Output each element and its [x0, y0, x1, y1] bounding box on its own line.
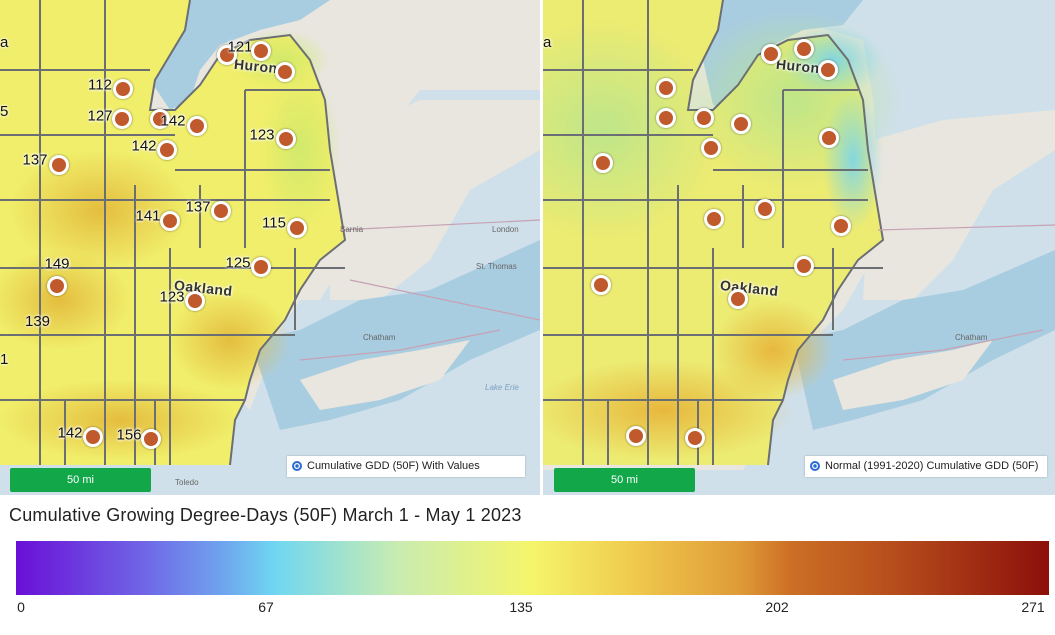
station-value: 125 — [225, 254, 251, 272]
radio-selected-icon[interactable] — [292, 461, 302, 472]
color-scale-bar — [16, 541, 1049, 595]
map-panel-current[interactable]: a 5 139 1 Huron Oakland London St. Thoma… — [0, 0, 540, 495]
layer-legend-normal[interactable]: Normal (1991-2020) Cumulative GDD (50F) — [805, 456, 1047, 477]
station-marker[interactable] — [160, 211, 180, 231]
map-canvas-normal — [543, 0, 1055, 495]
station-marker[interactable] — [275, 62, 295, 82]
edge-label-139: 139 — [25, 313, 51, 330]
edge-label-a: a — [0, 34, 9, 51]
station-marker[interactable] — [728, 289, 748, 309]
station-marker[interactable] — [187, 116, 207, 136]
radio-selected-icon[interactable] — [810, 461, 820, 472]
station-marker[interactable] — [112, 109, 132, 129]
color-scale-tick: 202 — [765, 599, 789, 615]
station-value: 115 — [262, 214, 286, 232]
layer-legend-label: Cumulative GDD (50F) With Values — [307, 460, 480, 472]
layer-legend-label: Normal (1991-2020) Cumulative GDD (50F) — [825, 460, 1039, 472]
station-marker[interactable] — [656, 108, 676, 128]
map-panel-normal[interactable]: a Huron Oakland Chatham 50 mi Normal (19… — [543, 0, 1055, 495]
station-value: 112 — [88, 76, 112, 94]
station-marker[interactable] — [694, 108, 714, 128]
city-label-sarnia: Sarnia — [340, 225, 364, 234]
color-scale-tick: 0 — [17, 599, 25, 615]
city-label-toledo: Toledo — [175, 478, 199, 487]
station-marker[interactable] — [287, 218, 307, 238]
station-marker[interactable] — [185, 291, 205, 311]
color-scale-tick: 67 — [258, 599, 274, 615]
station-value: 123 — [249, 126, 275, 144]
color-scale-tick: 135 — [509, 599, 533, 615]
station-marker[interactable] — [49, 155, 69, 175]
station-value: 142 — [57, 424, 83, 442]
edge-label-a: a — [543, 34, 552, 51]
station-marker[interactable] — [141, 429, 161, 449]
station-marker[interactable] — [626, 426, 646, 446]
city-label-london: London — [492, 225, 519, 234]
station-value: 137 — [22, 151, 48, 169]
lake-erie-label: Lake Erie — [485, 383, 519, 392]
station-marker[interactable] — [704, 209, 724, 229]
station-marker[interactable] — [251, 41, 271, 61]
station-marker[interactable] — [831, 216, 851, 236]
station-marker[interactable] — [818, 60, 838, 80]
edge-label-1: 1 — [0, 351, 9, 368]
edge-label-5: 5 — [0, 103, 9, 120]
map-canvas-current — [0, 0, 540, 495]
station-value: 121 — [227, 38, 253, 56]
layer-legend-current[interactable]: Cumulative GDD (50F) With Values — [287, 456, 525, 477]
station-marker[interactable] — [211, 201, 231, 221]
station-marker[interactable] — [276, 129, 296, 149]
station-value: 137 — [185, 198, 211, 216]
station-value: 156 — [116, 426, 142, 444]
station-marker[interactable] — [685, 428, 705, 448]
station-marker[interactable] — [83, 427, 103, 447]
station-marker[interactable] — [593, 153, 613, 173]
station-marker[interactable] — [656, 78, 676, 98]
station-marker[interactable] — [819, 128, 839, 148]
station-value: 127 — [87, 107, 113, 125]
station-value: 123 — [159, 288, 185, 306]
station-marker[interactable] — [761, 44, 781, 64]
station-marker[interactable] — [701, 138, 721, 158]
station-marker[interactable] — [217, 45, 237, 65]
station-marker[interactable] — [157, 140, 177, 160]
station-marker[interactable] — [755, 199, 775, 219]
station-marker[interactable] — [150, 109, 170, 129]
color-scale-tick: 271 — [1021, 599, 1045, 615]
station-value: 141 — [135, 207, 161, 225]
city-label-chatham: Chatham — [363, 333, 396, 342]
station-marker[interactable] — [251, 257, 271, 277]
station-value: 142 — [160, 112, 186, 130]
city-label-chatham: Chatham — [955, 333, 988, 342]
page-title: Cumulative Growing Degree-Days (50F) Mar… — [9, 505, 522, 525]
station-marker[interactable] — [731, 114, 751, 134]
station-marker[interactable] — [794, 256, 814, 276]
station-marker[interactable] — [591, 275, 611, 295]
city-label-st-thomas: St. Thomas — [476, 262, 517, 271]
station-marker[interactable] — [794, 39, 814, 59]
station-value: 149 — [44, 255, 70, 273]
scale-bar: 50 mi — [10, 468, 151, 492]
station-value: 142 — [131, 137, 157, 155]
station-marker[interactable] — [113, 79, 133, 99]
scale-bar: 50 mi — [554, 468, 695, 492]
panel-divider — [540, 0, 543, 495]
station-marker[interactable] — [47, 276, 67, 296]
